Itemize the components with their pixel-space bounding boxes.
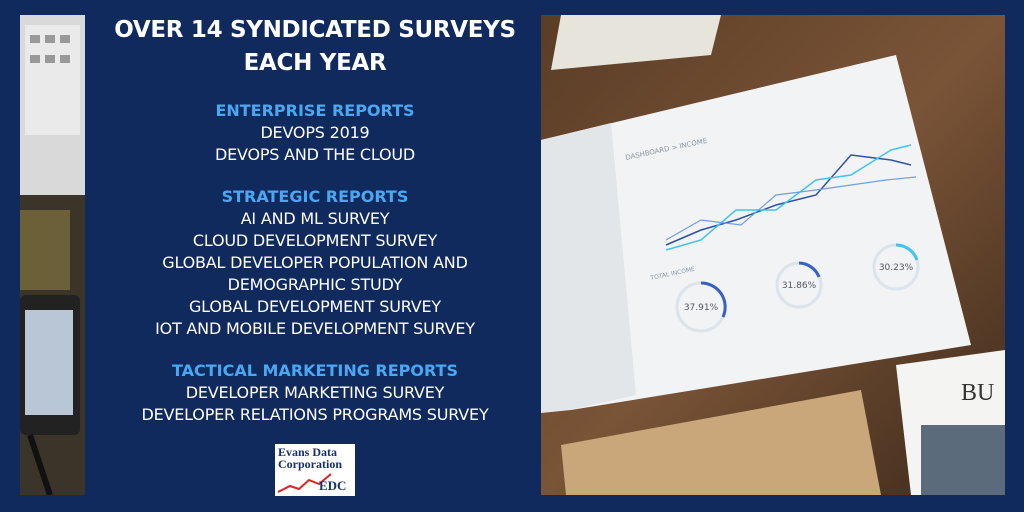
report-item: DEVELOPER MARKETING SURVEY bbox=[185, 383, 445, 402]
logo-abbr: EDC bbox=[319, 478, 347, 493]
report-item: DEVOPS 2019 bbox=[260, 123, 370, 142]
left-photo bbox=[20, 15, 85, 495]
report-item: DEMOGRAPHIC STUDY bbox=[227, 275, 403, 294]
gauge-value: 31.86% bbox=[782, 281, 817, 291]
report-section: ENTERPRISE REPORTS DEVOPS 2019 DEVOPS AND … bbox=[100, 100, 530, 166]
report-item: DEVELOPER RELATIONS PROGRAMS SURVEY bbox=[141, 405, 489, 424]
gauge-value: 30.23% bbox=[879, 263, 914, 273]
text-block: OVER 14 SYNDICATED SURVEYS EACH YEAR ENTER… bbox=[100, 14, 530, 426]
section-heading: STRATEGIC REPORTS bbox=[221, 187, 409, 206]
title-line: OVER 14 SYNDICATED SURVEYS bbox=[114, 17, 516, 43]
right-photo: DASHBOARD > INCOME TOTAL INCOME 37.91% 3… bbox=[541, 15, 1005, 495]
title-line: EACH YEAR bbox=[243, 50, 387, 76]
section-heading: TACTICAL MARKETING REPORTS bbox=[171, 361, 459, 380]
section-heading: ENTERPRISE REPORTS bbox=[215, 101, 415, 120]
report-item: GLOBAL DEVELOPER POPULATION AND bbox=[162, 253, 468, 272]
newspaper-title: BU bbox=[961, 380, 994, 406]
report-item: DEVOPS AND THE CLOUD bbox=[214, 145, 416, 164]
logo: Evans Data Corporation EDC bbox=[275, 444, 355, 496]
gauge-value: 37.91% bbox=[684, 303, 719, 313]
logo-line: Evans Data bbox=[278, 445, 338, 459]
report-item: GLOBAL DEVELOPMENT SURVEY bbox=[188, 297, 441, 316]
report-item: AI AND ML SURVEY bbox=[240, 209, 390, 228]
report-section: TACTICAL MARKETING REPORTS DEVELOPER MARK… bbox=[100, 360, 530, 426]
report-section: STRATEGIC REPORTS AI AND ML SURVEY CLOUD D… bbox=[100, 186, 530, 340]
report-item: CLOUD DEVELOPMENT SURVEY bbox=[192, 231, 438, 250]
logo-line: Corporation bbox=[278, 457, 342, 471]
logo-graph bbox=[277, 473, 332, 493]
report-item: IOT AND MOBILE DEVELOPMENT SURVEY bbox=[155, 319, 475, 338]
